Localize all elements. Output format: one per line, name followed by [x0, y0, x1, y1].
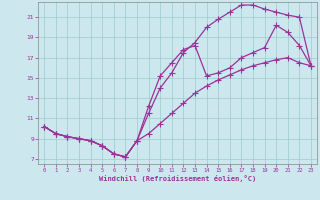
- X-axis label: Windchill (Refroidissement éolien,°C): Windchill (Refroidissement éolien,°C): [99, 175, 256, 182]
